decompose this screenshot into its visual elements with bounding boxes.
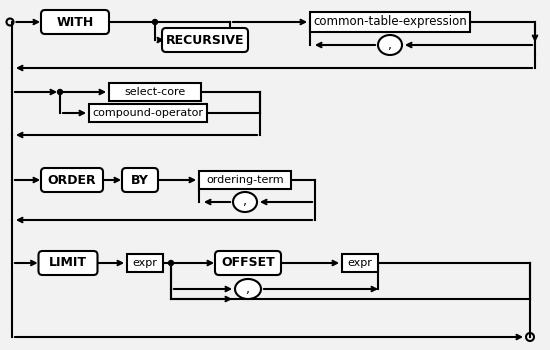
FancyBboxPatch shape (215, 251, 281, 275)
Text: expr: expr (133, 258, 157, 268)
Text: RECURSIVE: RECURSIVE (166, 34, 244, 47)
Text: expr: expr (348, 258, 372, 268)
Ellipse shape (235, 279, 261, 299)
Text: LIMIT: LIMIT (49, 257, 87, 270)
FancyBboxPatch shape (162, 28, 248, 52)
Ellipse shape (378, 35, 402, 55)
Text: ordering-term: ordering-term (206, 175, 284, 185)
Circle shape (168, 260, 173, 266)
Text: ,: , (243, 196, 247, 209)
Bar (199, 171, 291, 189)
Bar (310, 12, 470, 32)
Ellipse shape (233, 192, 257, 212)
Text: compound-operator: compound-operator (92, 108, 204, 118)
Text: ,: , (246, 282, 250, 295)
Bar (342, 254, 378, 272)
Bar (109, 83, 201, 101)
Text: ,: , (388, 38, 392, 51)
FancyBboxPatch shape (122, 168, 158, 192)
FancyBboxPatch shape (39, 251, 97, 275)
Text: common-table-expression: common-table-expression (313, 15, 467, 28)
FancyBboxPatch shape (41, 168, 103, 192)
Text: select-core: select-core (124, 87, 186, 97)
Text: WITH: WITH (56, 15, 94, 28)
Text: OFFSET: OFFSET (221, 257, 275, 270)
Circle shape (152, 20, 157, 25)
Circle shape (58, 90, 63, 95)
Text: BY: BY (131, 174, 149, 187)
FancyBboxPatch shape (41, 10, 109, 34)
Bar (89, 104, 207, 122)
Text: ORDER: ORDER (48, 174, 96, 187)
Bar (127, 254, 163, 272)
